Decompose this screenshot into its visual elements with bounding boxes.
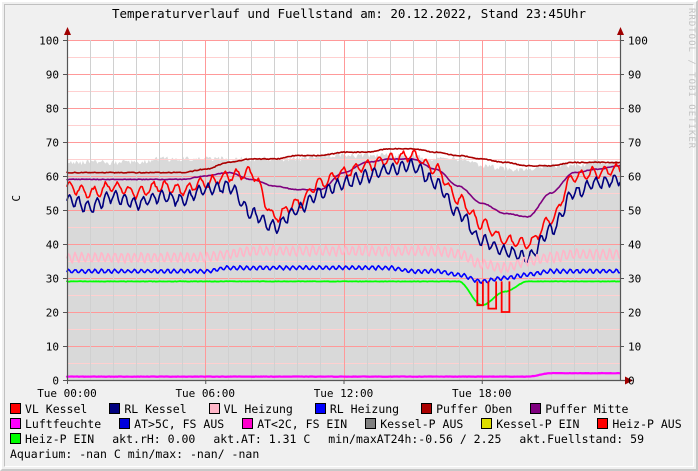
y-tick-label-right: 30	[628, 273, 641, 286]
series-line-puffer-mitte	[66, 157, 621, 218]
legend-label: Kessel-P EIN	[496, 417, 580, 431]
status-text: min/maxAT24h:-0.56 / 2.25	[328, 432, 502, 446]
x-axis-arrow	[625, 376, 633, 385]
chart-title: Temperaturverlauf und Fuellstand am: 20.…	[111, 6, 587, 21]
y-tick-label-left: 60	[46, 171, 59, 184]
legend-swatch-icon	[481, 418, 493, 429]
legend-label: VL Heizung	[223, 402, 293, 416]
legend-label: Puffer Mitte	[545, 402, 629, 416]
y-tick-label-left: 70	[46, 137, 59, 150]
plot-area: C 0 0 10 10 20 20 30 30 40 40 50 50 60 60 70 70 80 80 90 90…	[10, 27, 648, 400]
status-text: akt.AT: 1.31 C	[213, 432, 311, 446]
chart-legend: VL Kessel RL Kessel VL Heizung RL Heizung Pu…	[10, 402, 690, 462]
series-line-vl-heizung	[66, 244, 621, 274]
y-tick-label-left: 40	[46, 239, 59, 252]
legend-item-rl-kessel[interactable]: RL Kessel	[109, 402, 187, 417]
legend-swatch-icon	[109, 403, 121, 414]
legend-swatch-icon	[597, 418, 609, 429]
legend-row: Luftfeuchte AT>5C, FS AUS AT<2C, FS EIN Kes…	[10, 417, 690, 432]
legend-item-at-2c-fs-ein[interactable]: AT<2C, FS EIN	[242, 417, 347, 432]
y-tick-label-left: 0	[52, 375, 59, 388]
series-line-rl-heizung	[66, 264, 621, 284]
legend-footer-aquarium: Aquarium: -nan C min/max: -nan/ -nan	[10, 447, 260, 461]
legend-item-at-5c-fs-aus[interactable]: AT>5C, FS AUS	[119, 417, 224, 432]
legend-swatch-icon	[208, 403, 220, 414]
legend-item-kessel-p-aus[interactable]: Kessel-P AUS	[365, 417, 463, 432]
y-tick-label-left: 100	[39, 35, 59, 48]
legend-label: AT>5C, FS AUS	[134, 417, 225, 431]
legend-swatch-icon	[119, 418, 131, 429]
status-value: akt.Fuellstand: 59	[519, 432, 644, 447]
y-tick-label-left: 30	[46, 273, 59, 286]
y-tick-label-left: 10	[46, 341, 59, 354]
legend-item-vl-kessel[interactable]: VL Kessel	[10, 402, 87, 417]
legend-status-row: Heiz-P EIN akt.rH: 0.00 akt.AT: 1.31 C min/…	[10, 432, 690, 447]
x-tick-label: Tue 00:00	[37, 387, 97, 400]
legend-item-heiz-p-aus[interactable]: Heiz-P AUS	[597, 417, 682, 432]
legend-item-puffer-oben[interactable]: Puffer Oben	[421, 402, 512, 417]
x-tick-label: Tue 06:00	[175, 387, 235, 400]
chart-canvas: 0 0 10 10 20 20 30 30 40 40 50 50 60 60 70 70 80 80 90 90 10…	[37, 27, 648, 400]
series-line-vl-kessel	[66, 149, 621, 250]
rrdtool-watermark: RRDTOOL / TOBI OETIKER	[686, 8, 696, 150]
legend-label: VL Kessel	[25, 402, 88, 416]
status-value: akt.rH: 0.00	[112, 432, 195, 447]
y-tick-label-right: 20	[628, 307, 641, 320]
legend-item-luftfeuchte[interactable]: Luftfeuchte	[10, 417, 101, 432]
legend-item-puffer-mitte[interactable]: Puffer Mitte	[530, 402, 628, 417]
legend-label: AT<2C, FS EIN	[257, 417, 348, 431]
legend-swatch-icon	[530, 403, 542, 414]
series-line-rl-kessel	[66, 158, 621, 264]
series-line-heiz-p-aus	[487, 281, 498, 310]
legend-swatch-icon	[10, 418, 21, 429]
y-tick-label-right: 90	[628, 69, 641, 82]
status-text: akt.Fuellstand: 59	[519, 432, 644, 446]
y-tick-label-left: 80	[46, 103, 59, 116]
legend-item-rl-heizung[interactable]: RL Heizung	[314, 402, 400, 417]
legend-row: VL Kessel RL Kessel VL Heizung RL Heizung Pu…	[10, 402, 690, 417]
y-tick-label-right: 50	[628, 205, 641, 218]
legend-swatch-icon	[242, 418, 254, 429]
x-tick-label: Tue 12:00	[314, 387, 374, 400]
y-tick-label-right: 100	[628, 35, 648, 48]
legend-item-kessel-p-ein[interactable]: Kessel-P EIN	[481, 417, 579, 432]
legend-swatch-icon	[10, 403, 21, 414]
legend-swatch-icon	[10, 433, 21, 444]
legend-swatch-icon	[421, 403, 433, 414]
legend-label: Luftfeuchte	[25, 417, 102, 431]
y-tick-label-right: 60	[628, 171, 641, 184]
y-tick-label-right: 70	[628, 137, 641, 150]
y-tick-label-right: 10	[628, 341, 641, 354]
series-line-puffer-oben	[66, 147, 621, 174]
legend-label: RL Heizung	[329, 402, 400, 416]
y-tick-label-right: 40	[628, 239, 641, 252]
status-value: min/maxAT24h:-0.56 / 2.25	[328, 432, 501, 447]
legend-label: Puffer Oben	[436, 402, 513, 416]
legend-label: Kessel-P AUS	[380, 417, 464, 431]
legend-label: RL Kessel	[124, 402, 187, 416]
x-tick-label: Tue 18:00	[452, 387, 512, 400]
legend-swatch-icon	[365, 418, 377, 429]
status-text: Heiz-P EIN	[25, 432, 95, 446]
series-line-heiz-p-ein	[66, 280, 621, 307]
legend-item-vl-heizung[interactable]: VL Heizung	[208, 402, 293, 417]
legend-item-heiz-p-ein[interactable]: Heiz-P EIN	[10, 432, 94, 447]
status-text: akt.rH: 0.00	[112, 432, 196, 446]
y-axis-right-arrow	[617, 27, 624, 35]
legend-label: Heiz-P AUS	[612, 417, 682, 431]
legend-swatch-icon	[314, 403, 326, 414]
series-line-luftfeuchte	[65, 371, 622, 378]
series-line-heiz-p-aus	[500, 281, 511, 313]
y-tick-label-right: 80	[628, 103, 641, 116]
series-line-heiz-p-aus	[476, 281, 484, 307]
y-tick-label-right: 0	[628, 375, 635, 388]
y-tick-label-left: 50	[46, 205, 59, 218]
y-axis-left-arrow	[64, 27, 71, 35]
y-tick-label-left: 90	[46, 69, 59, 82]
status-value: akt.AT: 1.31 C	[213, 432, 310, 447]
y-tick-label-left: 20	[46, 307, 59, 320]
